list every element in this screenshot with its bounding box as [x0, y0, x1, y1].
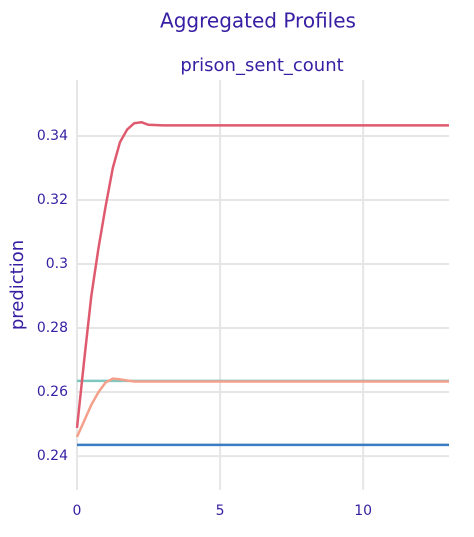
chart-subtitle: prison_sent_count [180, 55, 343, 76]
chart-title: Aggregated Profiles [160, 9, 356, 33]
x-tick-label: 10 [354, 503, 372, 519]
x-tick-label: 0 [73, 503, 82, 519]
series-line [75, 120, 449, 429]
lines [75, 120, 449, 447]
y-tick-label: 0.34 [37, 128, 68, 144]
y-axis-label: prediction [7, 240, 28, 330]
grid [76, 80, 449, 490]
y-tick-label: 0.28 [37, 320, 68, 336]
y-tick-label: 0.32 [37, 192, 68, 208]
series-line [75, 377, 449, 438]
y-tick-label: 0.3 [46, 256, 68, 272]
y-tick-label: 0.24 [37, 448, 68, 464]
x-tick-label: 5 [216, 503, 225, 519]
y-tick-label: 0.26 [37, 384, 68, 400]
